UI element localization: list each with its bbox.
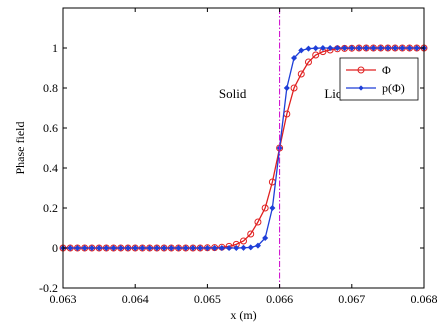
x-tick-label: 0.063 [50,292,77,306]
series-1-point [261,204,269,212]
series-2-point [334,44,341,52]
series-2-point [168,244,175,252]
x-tick-label: 0.064 [122,292,149,306]
series-1-point [247,230,255,238]
series-2-point [348,44,355,52]
series-2-point [298,47,305,54]
plot-area [59,8,428,288]
axes-box [62,7,425,289]
series-2-point [413,44,420,52]
series-2-point [153,244,160,252]
series-2-point [254,242,261,249]
series-2-point [117,244,124,252]
x-tick-label: 0.067 [338,292,365,306]
series-2-point [189,244,196,252]
plot-frame [62,7,425,289]
series-1-point [240,237,247,245]
series-2-point [74,244,81,252]
series-2-point [67,244,74,252]
series-2-point [211,244,218,252]
series-2-point [218,244,225,252]
legend-marker-2 [358,85,364,91]
legend-label-2: p(Φ) [382,81,405,95]
series-1-point [312,51,320,59]
y-tick-label: -0.2 [39,281,58,295]
series-2-point [197,244,204,252]
series-2-point [406,44,413,52]
series-2-point [161,244,168,252]
y-tick-label: 0.2 [43,201,58,215]
y-tick-label: 0.6 [43,121,58,135]
axis-ticks: 0.063 0.064 0.065 0.066 0.067 0.068 -0.2 0 0.2 0.… [39,8,438,306]
series-2-point [312,45,319,52]
series-2-point [327,44,334,52]
series-2-point [399,44,406,52]
legend-marker-1 [357,66,365,74]
series-2-point [291,54,298,62]
series-2-point [132,244,139,252]
series-2-point [103,244,110,252]
series-2-point [363,44,370,52]
annotation-label: Solid [219,86,247,101]
x-tick-label: 0.065 [194,292,221,306]
series-2-point [175,244,182,252]
series-2-point [240,244,247,251]
series-2-point [226,244,233,252]
x-axis-label: x (m) [230,308,256,322]
series-2-point [319,44,326,52]
series-2-point [88,244,95,252]
series-2-point [110,244,117,252]
series-2-point [233,244,240,252]
series-2-point [370,44,377,52]
series-1-point [297,70,305,78]
series-2-point [182,244,189,252]
series-2-point [384,44,391,52]
series-1-point [290,84,298,92]
y-tick-label: 0.4 [43,161,58,175]
series-2-point [247,244,254,251]
x-tick-label: 0.068 [411,292,438,306]
y-tick-label: 0.8 [43,81,58,95]
series-2-point [355,44,363,52]
series-2-point [377,44,384,52]
series-1-point [304,58,312,66]
series-1-point [254,218,262,226]
y-tick-label: 0 [52,241,58,255]
x-tick-label: 0.066 [266,292,293,306]
series-2-point [392,44,399,52]
legend-box [339,57,419,101]
series-2-point [341,44,348,52]
series-2-point [81,244,88,252]
legend-label-1: Φ [382,63,391,77]
series-2-point [146,244,153,252]
series-2-point [262,234,269,242]
series-2-point [204,244,211,252]
y-tick-label: 1 [52,41,58,55]
series-2-point [139,244,146,252]
series-2-point [305,45,312,52]
series-2-point [269,204,276,212]
series-2-point [124,244,132,252]
legend: Φp(Φ) [339,57,419,101]
series-2-point [283,84,290,92]
series-2-point [96,244,103,252]
y-axis-label: Phase field [13,122,27,175]
